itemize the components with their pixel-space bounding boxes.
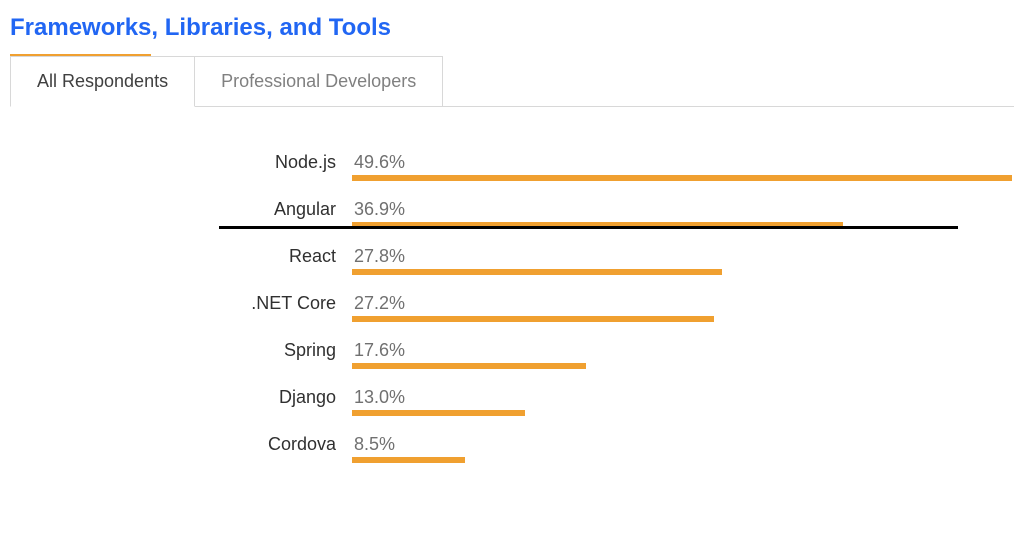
chart-row-body: 49.6% [352, 151, 1012, 181]
chart-row-value: 36.9% [352, 198, 1012, 220]
chart-row-label: React [10, 245, 352, 267]
chart-row-label: Django [10, 386, 352, 408]
chart-row-body: 27.2% [352, 292, 1012, 322]
chart-row-label: .NET Core [10, 292, 352, 314]
chart-row: .NET Core27.2% [10, 292, 1014, 339]
chart-row-value: 13.0% [352, 386, 1012, 408]
chart-row-value: 49.6% [352, 151, 1012, 173]
tab-professional-developers[interactable]: Professional Developers [195, 56, 443, 106]
chart-row-body: 8.5% [352, 433, 1012, 463]
chart-row: Django13.0% [10, 386, 1014, 433]
section-title: Frameworks, Libraries, and Tools [10, 14, 1014, 42]
chart-row: Angular36.9% [10, 198, 1014, 245]
chart-row-body: 13.0% [352, 386, 1012, 416]
chart-row-value: 8.5% [352, 433, 1012, 455]
chart-row: Node.js49.6% [10, 151, 1014, 198]
chart-row-value: 27.8% [352, 245, 1012, 267]
chart-row-value: 17.6% [352, 339, 1012, 361]
chart-row-value: 27.2% [352, 292, 1012, 314]
chart-divider-line [219, 226, 958, 229]
chart-row-label: Spring [10, 339, 352, 361]
chart-row-label: Node.js [10, 151, 352, 173]
chart-row: Spring17.6% [10, 339, 1014, 386]
chart-row-bar [352, 363, 586, 369]
chart-row-label: Angular [10, 198, 352, 220]
chart-row-bar [352, 175, 1012, 181]
bar-chart: Node.js49.6%Angular36.9%React27.8%.NET C… [10, 151, 1014, 480]
chart-row: Cordova8.5% [10, 433, 1014, 480]
chart-row-body: 17.6% [352, 339, 1012, 369]
chart-row-bar [352, 269, 722, 275]
tabs-container: All Respondents Professional Developers [10, 56, 1014, 107]
chart-row: React27.8% [10, 245, 1014, 292]
chart-row-body: 36.9% [352, 198, 1012, 228]
chart-row-bar [352, 457, 465, 463]
chart-row-body: 27.8% [352, 245, 1012, 275]
tab-all-respondents[interactable]: All Respondents [10, 56, 195, 107]
chart-row-bar [352, 410, 525, 416]
chart-row-label: Cordova [10, 433, 352, 455]
chart-row-bar [352, 316, 714, 322]
